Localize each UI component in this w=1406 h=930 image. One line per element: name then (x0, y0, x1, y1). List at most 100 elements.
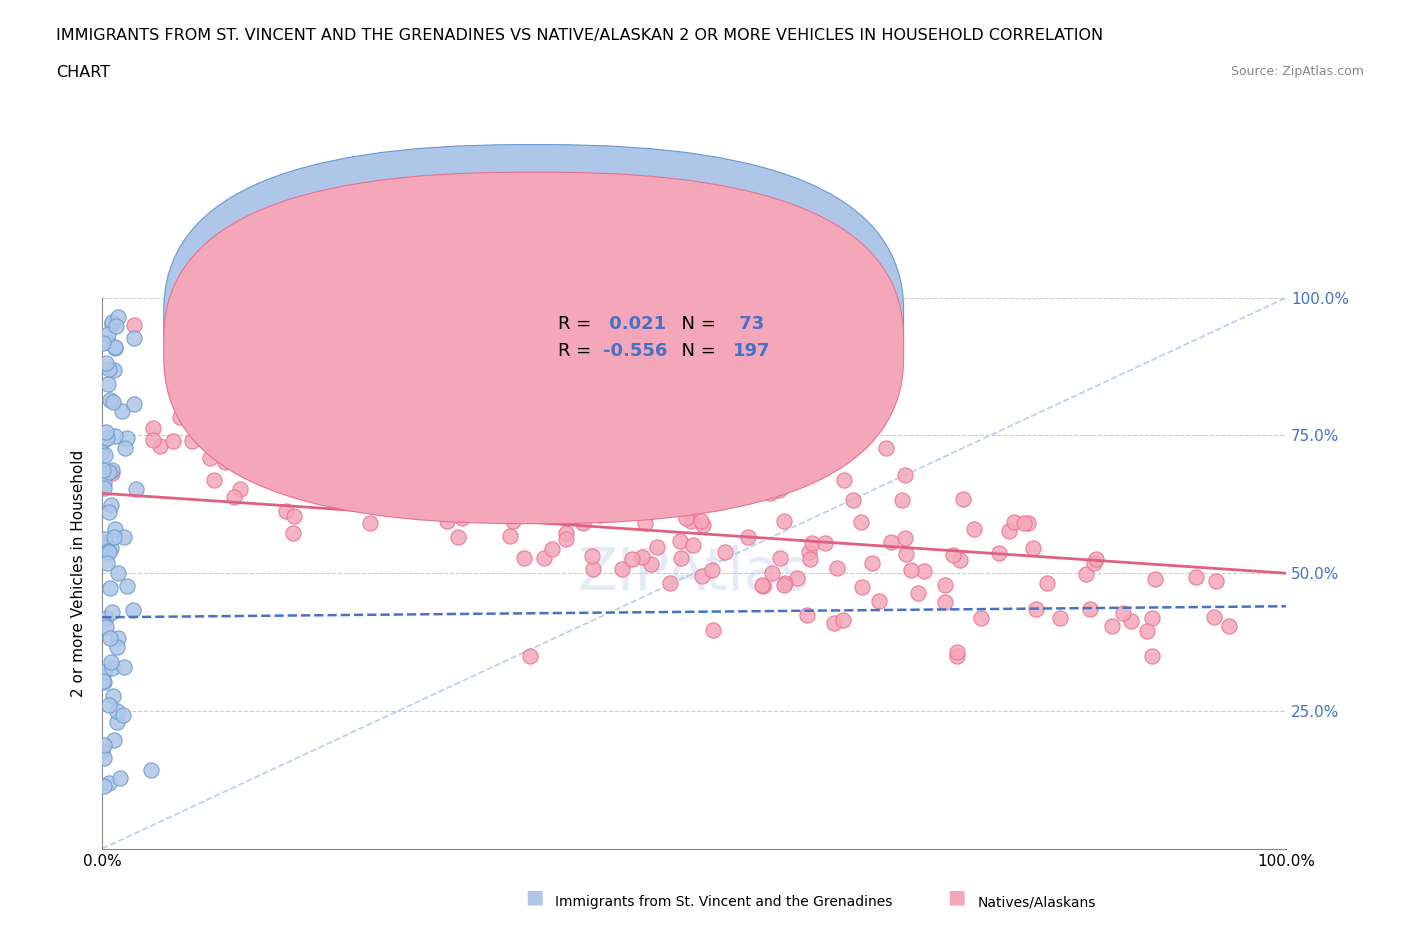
Point (105, 640, 128, 655)
Point (98, 580, 121, 595)
Point (214, 455, 236, 470)
Point (564, 407, 586, 422)
Point (103, 363, 125, 378)
Point (659, 576, 682, 591)
Point (675, 511, 697, 525)
Point (572, 516, 595, 531)
Point (224, 407, 246, 422)
Point (814, 536, 837, 551)
Point (595, 480, 617, 495)
Point (759, 485, 782, 500)
Point (558, 476, 581, 491)
Point (101, 314, 124, 329)
Point (621, 551, 644, 566)
Point (579, 493, 602, 508)
Point (823, 616, 845, 631)
Point (519, 648, 541, 663)
Point (1121, 614, 1143, 629)
Point (860, 556, 883, 571)
Point (93, 475, 115, 490)
Point (98, 465, 121, 480)
Point (93, 481, 115, 496)
Point (692, 517, 714, 532)
Point (114, 441, 136, 456)
Point (115, 579, 138, 594)
Point (467, 475, 489, 490)
Point (418, 443, 440, 458)
Point (91, 538, 114, 553)
Point (97, 776, 120, 790)
Point (769, 551, 792, 565)
Point (450, 446, 472, 461)
Point (97, 698, 120, 712)
Point (880, 535, 903, 550)
Text: 197: 197 (733, 342, 770, 360)
Point (799, 551, 821, 566)
Point (105, 319, 128, 334)
Point (1036, 576, 1059, 591)
Point (371, 496, 394, 511)
Text: ■: ■ (524, 887, 544, 906)
Point (946, 648, 969, 663)
Point (93, 336, 115, 351)
Point (998, 524, 1021, 538)
Point (1022, 540, 1045, 555)
Point (107, 703, 129, 718)
Point (122, 603, 145, 618)
Point (948, 552, 970, 567)
Point (868, 593, 890, 608)
Point (125, 482, 148, 497)
Point (589, 508, 612, 523)
Point (443, 430, 465, 445)
Point (218, 448, 240, 463)
Point (583, 467, 606, 482)
Point (447, 477, 470, 492)
Text: Natives/Alaskans: Natives/Alaskans (977, 895, 1095, 910)
Point (894, 468, 917, 483)
Point (554, 531, 576, 546)
Point (630, 550, 652, 565)
Point (91, 743, 114, 758)
Point (679, 514, 702, 529)
Text: IMMIGRANTS FROM ST. VINCENT AND THE GRENADINES VS NATIVE/ALASKAN 2 OR MORE VEHIC: IMMIGRANTS FROM ST. VINCENT AND THE GREN… (56, 28, 1104, 43)
Point (283, 508, 305, 523)
Point (316, 416, 339, 431)
Point (582, 497, 605, 512)
Point (464, 440, 486, 455)
Point (582, 469, 605, 484)
Point (801, 536, 824, 551)
Point (540, 541, 562, 556)
Point (422, 467, 444, 482)
Point (122, 318, 145, 333)
Point (589, 482, 612, 497)
Point (354, 485, 377, 499)
Point (759, 466, 782, 481)
Point (149, 438, 172, 453)
Point (112, 529, 135, 544)
Point (202, 472, 225, 487)
Point (1049, 611, 1071, 626)
Point (457, 444, 479, 458)
Text: R =: R = (558, 342, 598, 360)
Point (329, 418, 352, 433)
Point (94, 424, 117, 439)
Point (775, 576, 797, 591)
Point (274, 503, 297, 518)
Point (260, 441, 283, 456)
Point (786, 571, 808, 586)
Point (363, 463, 385, 478)
Point (384, 495, 406, 510)
Point (107, 566, 129, 581)
Text: ZIPAtlas: ZIPAtlas (578, 545, 810, 602)
Point (194, 411, 217, 426)
Point (499, 529, 522, 544)
Point (404, 452, 426, 467)
Point (890, 493, 912, 508)
Point (142, 432, 165, 447)
Point (702, 562, 724, 577)
Point (1017, 515, 1039, 530)
Point (451, 448, 474, 463)
FancyBboxPatch shape (494, 298, 872, 372)
Point (93, 665, 115, 680)
Point (825, 561, 848, 576)
